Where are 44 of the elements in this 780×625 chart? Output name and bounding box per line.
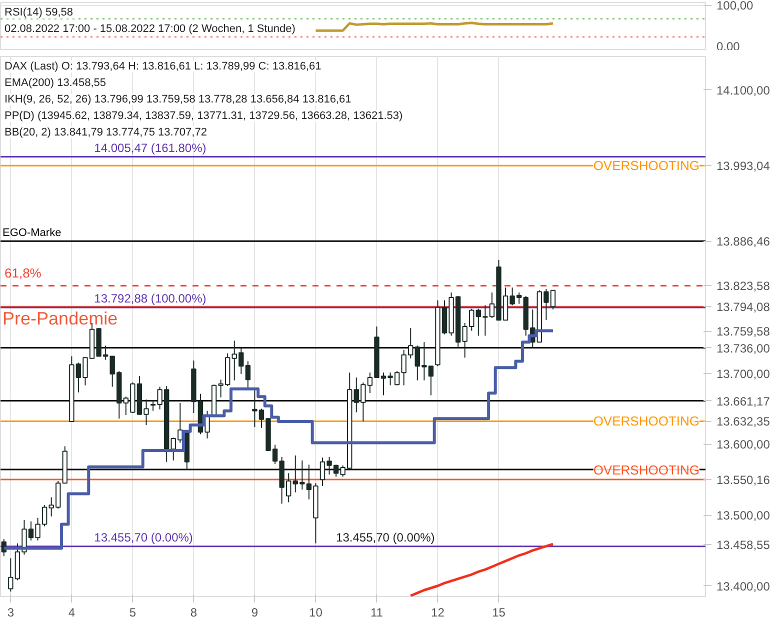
y-tick-label: 13.736,00 — [716, 341, 770, 356]
y-tick-label: 13.886,46 — [716, 234, 770, 249]
y-tick-label: 13.661,17 — [716, 394, 770, 408]
ref-line-label: 13.455,70 (0.00%) — [94, 530, 193, 544]
ref-line-label: 14.005,47 (161.80%) — [94, 140, 206, 155]
y-tick-label: 13.794,08 — [716, 300, 770, 314]
y-tick-label: 13.700,00 — [716, 366, 770, 381]
annotation: 02.08.2022 17:00 - 15.08.2022 17:00 (2 Wochen, 1 Stunde) — [4, 23, 296, 35]
annotation: 13.455,70 (0.00%) — [336, 530, 435, 544]
annotation: PP(D) (13945.62, 13879.34, 13837.59, 13771.31, 13729.56, 13663.28, 13621.53) — [4, 110, 403, 122]
y-tick-label: 13.400,00 — [716, 579, 770, 594]
annotation: BB(20, 2) 13.841,79 13.774,75 13.707,72 — [4, 126, 207, 138]
y-tick-label: 13.600,00 — [716, 438, 770, 452]
annotation: EMA(200) 13.458,55 — [4, 77, 106, 89]
annotation: DAX (Last) O: 13.793,64 H: 13.816,61 L: 13.789,99 C: 13.816,61 — [4, 60, 322, 72]
annotation: RSI(14) 59,58 — [4, 6, 73, 18]
ref-line-label: OVERSHOOTING — [593, 462, 700, 478]
annotation: IKH(9, 26, 52, 26) 13.796,99 13.759,58 13.778,28 13.656,84 13.816,61 — [4, 94, 352, 106]
x-tick-label: 5 — [129, 606, 136, 620]
line-series — [409, 542, 554, 596]
x-tick-label: 8 — [190, 606, 198, 620]
y-tick-label: 13.759,58 — [716, 324, 770, 339]
ref-line-label: EGO-Marke — [2, 227, 62, 240]
candlestick — [469, 308, 474, 332]
y-tick-label: 13.823,58 — [716, 279, 770, 294]
y-tick-label: 13.993,04 — [716, 159, 770, 174]
x-tick-label: 15 — [492, 606, 506, 620]
x-tick-label: 3 — [7, 606, 14, 620]
y-tick-label: 13.550,16 — [716, 472, 770, 487]
ref-line-label: 13.792,88 (100.00%) — [94, 291, 206, 306]
ref-line-label: Pre-Pandemie — [2, 308, 118, 329]
y-tick-label: 14.100,00 — [716, 83, 770, 98]
x-tick-label: 12 — [431, 606, 445, 620]
y-tick-label: 13.500,00 — [716, 508, 770, 523]
ref-line-label: OVERSHOOTING — [593, 414, 700, 429]
ref-line-label: OVERSHOOTING — [593, 158, 700, 174]
y-tick-label: 13.632,35 — [716, 414, 770, 429]
x-tick-label: 10 — [309, 606, 323, 620]
y-tick-label: 13.458,55 — [716, 538, 770, 552]
x-tick-label: 11 — [370, 606, 384, 620]
y-tick-label: 100,00 — [716, 0, 754, 13]
annotation: 61,8% — [4, 266, 42, 281]
x-tick-label: 4 — [68, 606, 76, 620]
x-tick-label: 9 — [251, 606, 258, 620]
